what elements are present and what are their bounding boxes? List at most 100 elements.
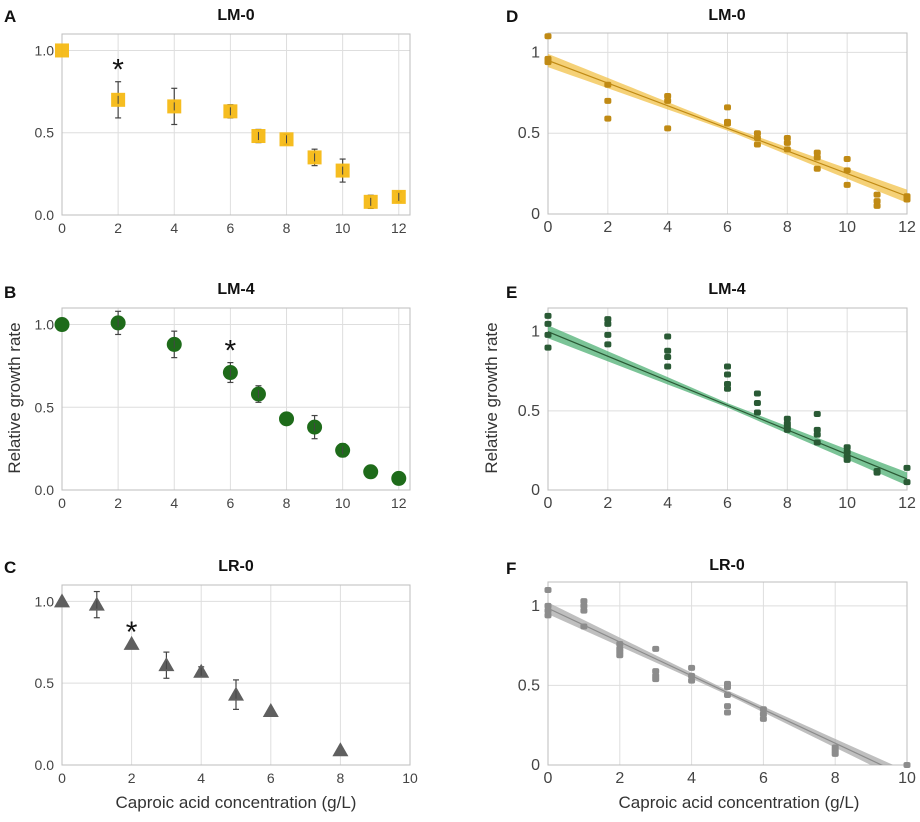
x-tick-label: 2 (128, 770, 136, 786)
y-tick-label: 0.5 (35, 125, 55, 141)
x-tick-label: 8 (783, 219, 792, 236)
y-tick-label: 0.5 (35, 675, 55, 691)
data-point (724, 709, 731, 716)
data-point (580, 607, 588, 614)
panel-title: LM-0 (217, 7, 254, 24)
x-tick-label: 10 (402, 770, 418, 786)
data-point (544, 602, 552, 609)
data-point (813, 431, 821, 438)
data-point (753, 399, 761, 406)
x-tick-label: 10 (335, 495, 351, 511)
x-tick-label: 0 (58, 495, 66, 511)
data-point (724, 371, 731, 378)
data-point (813, 154, 821, 161)
data-point (544, 612, 552, 619)
x-tick-label: 2 (615, 770, 624, 787)
plot-frame (547, 581, 908, 766)
data-point (813, 165, 821, 172)
significance-star: * (225, 335, 237, 368)
y-tick-label: 0.0 (35, 207, 55, 223)
right-ylabel: Relative growth rate (482, 322, 501, 473)
panel-letter: B (4, 283, 16, 302)
x-tick-label: 6 (267, 770, 275, 786)
y-tick-label: 1 (531, 44, 540, 61)
panel-e: 0 2 4 6 8 10 12 0 0.5 1 E LM-4 (506, 281, 916, 512)
data-point (903, 196, 911, 203)
data-point (616, 652, 624, 659)
data-point (831, 750, 839, 757)
data-point (843, 456, 851, 463)
panel-title: LM-4 (217, 281, 254, 298)
data-point (843, 449, 851, 456)
data-point (843, 156, 851, 163)
significance-star: * (112, 54, 124, 87)
data-point (54, 317, 70, 333)
x-tick-label: 8 (783, 495, 792, 512)
panel-letter: D (506, 7, 518, 26)
data-point (783, 135, 791, 142)
x-tick-label: 8 (283, 495, 291, 511)
x-tick-label: 10 (838, 495, 856, 512)
y-tick-label: 0 (531, 757, 540, 774)
x-tick-label: 12 (391, 220, 407, 236)
plot-frame (61, 584, 411, 766)
right-xlabel: Caproic acid concentration (g/L) (619, 793, 860, 812)
x-tick-label: 4 (170, 495, 178, 511)
x-tick-label: 4 (687, 770, 696, 787)
data-point (652, 668, 660, 675)
data-point (580, 598, 588, 605)
data-point (783, 426, 791, 433)
x-tick-label: 10 (898, 770, 916, 787)
data-point (332, 742, 349, 757)
data-point (544, 33, 552, 40)
data-point (544, 586, 552, 593)
y-tick-label: 0 (531, 206, 540, 223)
y-tick-label: 0.5 (518, 403, 540, 420)
data-point (664, 125, 672, 132)
panel-c: 0 2 4 6 8 10 0.0 0.5 1.0 C LR-0 * (4, 558, 418, 786)
y-tick-label: 0.0 (35, 482, 55, 498)
data-point (604, 341, 612, 348)
x-tick-label: 4 (170, 220, 178, 236)
x-tick-label: 2 (603, 219, 612, 236)
x-tick-label: 2 (603, 495, 612, 512)
data-point (903, 464, 911, 471)
data-point (843, 181, 851, 188)
data-point (753, 141, 761, 148)
x-tick-label: 10 (838, 219, 856, 236)
x-tick-label: 6 (759, 770, 768, 787)
data-point (664, 93, 672, 100)
data-point (544, 344, 552, 351)
plot-frame (547, 307, 908, 491)
data-point (783, 139, 791, 146)
data-point (873, 202, 881, 209)
panel-f: 0 2 4 6 8 10 0 0.5 1 F LR-0 (506, 557, 916, 787)
data-point (664, 363, 672, 370)
x-tick-label: 0 (544, 219, 553, 236)
data-point (604, 81, 612, 88)
data-point (759, 711, 767, 718)
x-tick-label: 10 (335, 220, 351, 236)
data-point (813, 439, 821, 446)
panel-letter: E (506, 283, 517, 302)
data-point (664, 333, 672, 340)
data-point (724, 691, 731, 698)
y-tick-label: 0.5 (35, 399, 55, 415)
data-point (724, 120, 731, 127)
data-point (753, 135, 761, 142)
data-point (813, 149, 821, 156)
data-point (753, 130, 761, 137)
data-point (616, 641, 624, 648)
data-point (604, 320, 612, 327)
x-tick-label: 0 (58, 220, 66, 236)
data-point (873, 469, 881, 476)
data-point (759, 715, 767, 722)
y-tick-label: 0 (531, 482, 540, 499)
data-point (903, 762, 911, 768)
data-point (724, 385, 731, 392)
panel-letter: F (506, 559, 516, 578)
data-point (544, 607, 552, 614)
left-ylabel: Relative growth rate (5, 322, 24, 473)
x-tick-label: 6 (723, 495, 732, 512)
y-tick-label: 1.0 (35, 42, 55, 58)
